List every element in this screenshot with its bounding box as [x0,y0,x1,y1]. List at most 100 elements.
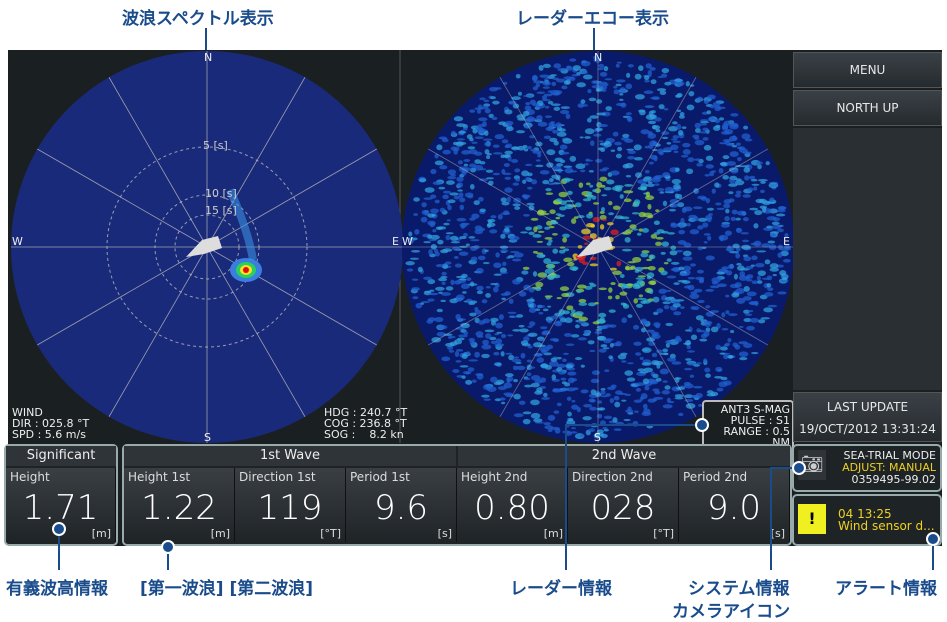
radar-echo-blob [633,157,643,161]
radar-echo-blob [688,326,693,333]
radar-echo-blob [685,358,692,361]
radar-echo-blob [738,325,744,329]
radar-echo-blob [624,162,634,169]
radar-echo-blob [692,206,703,210]
radar-echo-blob [719,352,726,355]
radar-echo-blob [680,154,689,158]
radar-echo-blob [603,65,609,72]
radar-echo-blob [753,223,759,229]
radar-echo-blob [566,396,572,401]
radar-echo-blob [522,266,530,270]
radar-echo-blob [447,335,453,340]
radar-echo-blob [470,183,475,190]
radar-echo-blob [599,142,608,146]
radar-echo-blob [728,198,735,203]
radar-echo-blob [592,133,602,137]
radar-echo-blob [621,137,630,141]
radar-echo-blob [699,338,708,342]
radar-echo-blob [662,200,668,207]
radar-echo-blob [627,261,636,264]
radar-echo-blob [663,261,669,265]
radar-echo-blob [478,320,486,325]
radar-echo-blob [616,260,622,267]
radar-echo-blob [612,270,623,276]
radar-echo-blob [731,144,738,148]
radar-echo-blob [672,121,678,125]
radar-echo-blob [578,302,588,306]
radar-echo-blob [705,288,715,292]
radar-echo-blob [598,140,604,143]
radar-echo-blob [525,226,533,231]
radar-echo-blob [491,116,498,121]
radar-echo-blob [689,374,695,378]
radar-echo-blob [443,333,453,337]
radar-echo-blob [569,58,577,62]
radar-echo-blob [411,278,419,281]
radar-echo-blob [486,223,492,228]
radar-echo-blob [732,243,740,249]
radar-echo-blob [567,377,575,384]
radar-echo-blob [589,233,597,239]
radar-echo-blob [619,194,624,199]
radar-echo-blob [536,91,546,95]
radar-echo-blob [607,295,613,300]
radar-echo-blob [468,236,476,239]
radar-echo-blob [719,346,728,351]
radar-echo-blob [674,397,684,400]
radar-echo-blob [610,384,617,388]
radar-echo-blob [751,280,759,285]
radar-echo-blob [450,146,457,151]
radar-echo-blob [698,131,709,134]
radar-echo-blob [745,276,750,280]
radar-echo-blob [670,268,679,272]
radar-echo-blob [723,344,730,347]
radar-echo-blob [584,136,591,139]
radar-echo-blob [721,312,726,318]
radar-echo-blob [442,263,449,270]
radar-echo-blob [738,146,746,151]
radar-echo-blob [649,67,656,71]
radar-echo-blob [533,418,543,423]
radar-echo-blob [504,120,514,126]
radar-echo-blob [462,291,467,294]
radar-echo-blob [490,282,498,286]
radar-echo-blob [566,305,574,311]
radar-echo-blob [504,150,513,155]
radar-echo-blob [494,134,505,140]
radar-echo-blob [555,122,562,128]
radar-echo-blob [463,163,469,167]
radar-echo-blob [673,150,679,154]
radar-echo-blob [520,231,528,234]
radar-echo-blob [669,199,679,204]
radar-echo-blob [697,299,705,304]
radar-echo-blob [517,91,523,96]
radar-echo-blob [578,182,584,188]
menu-button[interactable]: MENU [793,52,942,88]
radar-echo-blob [542,80,551,86]
radar-echo-blob [644,385,650,391]
radar-echo-blob [767,304,778,308]
radar-echo-blob [690,306,696,310]
alert-info[interactable]: ! 04 13:25 Wind sensor d... [792,494,942,546]
radar-echo-blob [421,202,427,208]
radar-echo-blob [463,159,471,162]
callout-system-info: システム情報 [688,579,790,599]
radar-echo-blob [744,138,753,142]
radar-echo-blob [777,291,787,295]
radar-echo-blob [703,233,711,236]
radar-echo-blob [467,367,475,372]
radar-echo-blob [678,115,685,119]
north-up-button[interactable]: NORTH UP [793,90,942,126]
radar-echo-blob [601,218,608,221]
radar-echo-blob [682,206,693,212]
radar-echo-blob [503,392,513,396]
radar-echo-blob [555,198,563,203]
last-update: LAST UPDATE 19/OCT/2012 13:31:24 [793,392,942,442]
radar-echo-blob [478,104,483,109]
radar-echo-blob [411,287,420,291]
radar-echo-blob [550,74,557,77]
radar-echo-blob [608,287,613,293]
radar-echo-blob [604,78,613,81]
radar-echo-blob [430,208,439,214]
cell-label: Height 2nd [461,470,528,484]
